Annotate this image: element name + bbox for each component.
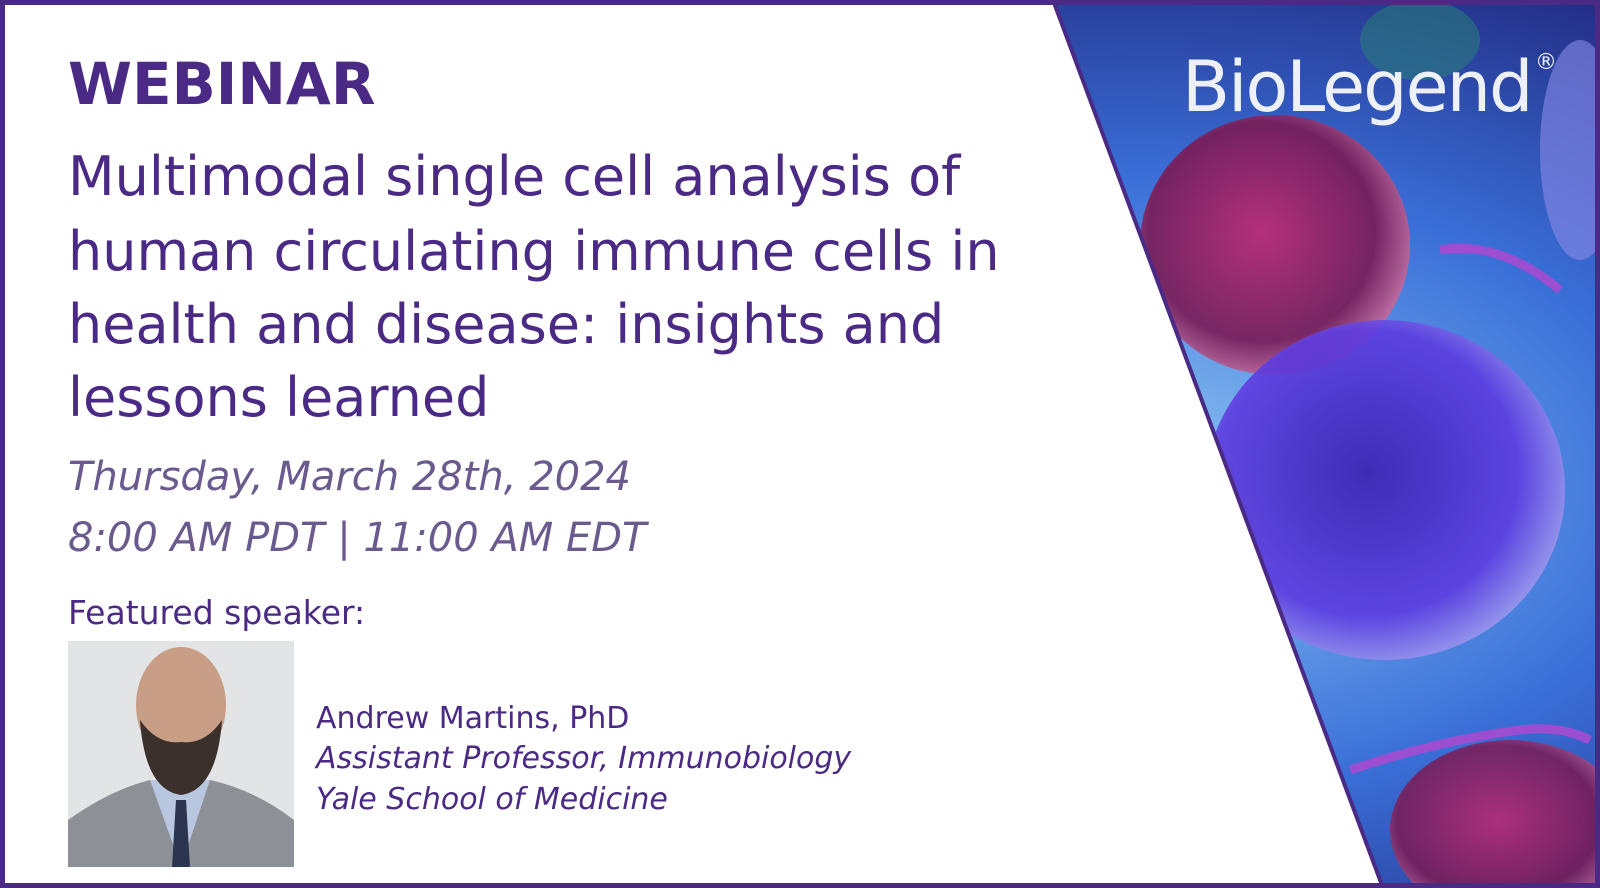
- cell: [1390, 740, 1600, 888]
- event-time: 8:00 AM PDT | 11:00 AM EDT: [68, 515, 647, 561]
- speaker-photo: [68, 641, 294, 867]
- divider: [1051, 0, 1385, 888]
- cell: [1140, 115, 1410, 375]
- brand-mark: ®: [1535, 50, 1557, 75]
- white-panel: [0, 0, 1383, 888]
- cell: [1205, 320, 1565, 660]
- speaker-role: Assistant Professor, Immunobiology: [316, 741, 852, 776]
- speaker-name: Andrew Martins, PhD: [316, 701, 630, 736]
- cell: [1360, 0, 1480, 80]
- title-line: Multimodal single cell analysis of: [68, 145, 961, 208]
- event-label: WEBINAR: [68, 50, 376, 118]
- title-line: health and disease: insights and: [68, 293, 945, 356]
- title-line: lessons learned: [68, 366, 490, 429]
- molecule: [1348, 243, 1593, 775]
- brand-logo: BioLegend: [1182, 46, 1533, 128]
- title-line: human circulating immune cells in: [68, 220, 1000, 283]
- speaker-affiliation: Yale School of Medicine: [316, 782, 668, 817]
- speaker-heading: Featured speaker:: [68, 593, 366, 632]
- cell: [1540, 40, 1600, 260]
- event-date: Thursday, March 28th, 2024: [68, 454, 632, 500]
